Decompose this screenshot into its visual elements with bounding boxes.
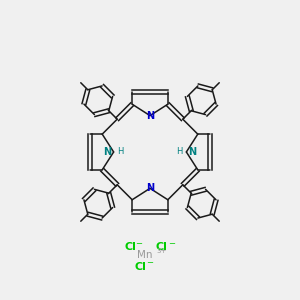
Text: N: N [146, 111, 154, 121]
Text: H: H [118, 148, 124, 157]
Text: N: N [188, 147, 196, 157]
Text: −: − [146, 258, 154, 267]
Text: Cl: Cl [156, 242, 168, 252]
Text: Cl: Cl [124, 242, 136, 252]
Text: −: − [136, 238, 142, 247]
Text: Mn: Mn [137, 250, 153, 260]
Text: H: H [176, 148, 182, 157]
Text: −: − [168, 238, 175, 247]
Text: N: N [146, 183, 154, 193]
Text: Cl: Cl [134, 262, 146, 272]
Text: N: N [103, 147, 112, 157]
Text: 3+: 3+ [156, 248, 166, 254]
